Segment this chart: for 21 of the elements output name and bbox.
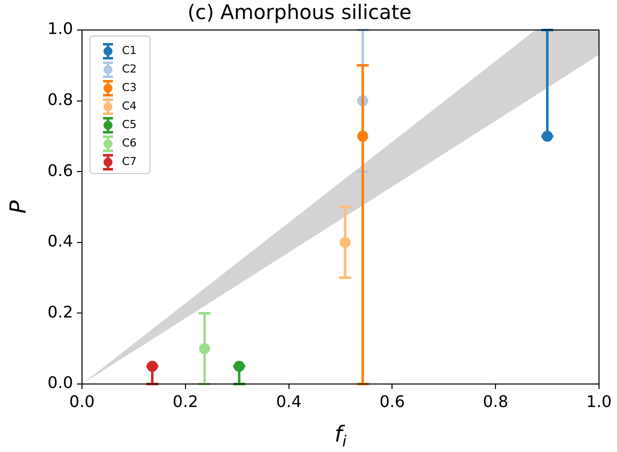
y-tick-label: 0.8 — [48, 90, 73, 109]
legend-label: C3 — [122, 81, 137, 94]
legend-label: C4 — [122, 100, 137, 113]
x-tick-label: 0.0 — [69, 392, 95, 411]
legend-label: C1 — [122, 44, 137, 58]
legend-label: C5 — [122, 118, 137, 132]
y-tick-label: 0.4 — [48, 232, 73, 251]
y-tick-label: 0.2 — [48, 302, 73, 322]
legend-label: C2 — [122, 62, 137, 76]
chart-title: (c) Amorphous silicate — [187, 0, 412, 24]
x-tick-label: 0.8 — [482, 392, 508, 411]
x-tick-label: 0.2 — [172, 392, 198, 411]
legend-label: C6 — [122, 136, 137, 150]
y-tick-label: 0.6 — [48, 160, 73, 180]
legend-label: C7 — [122, 155, 137, 168]
x-tick-label: 0.4 — [276, 392, 302, 411]
x-tick-label: 0.6 — [379, 392, 405, 411]
x-tick-label: 1.0 — [586, 392, 612, 411]
y-axis-title: P — [6, 200, 32, 214]
y-tick-label: 0.0 — [48, 373, 73, 392]
y-tick-label: 1.0 — [48, 19, 73, 38]
